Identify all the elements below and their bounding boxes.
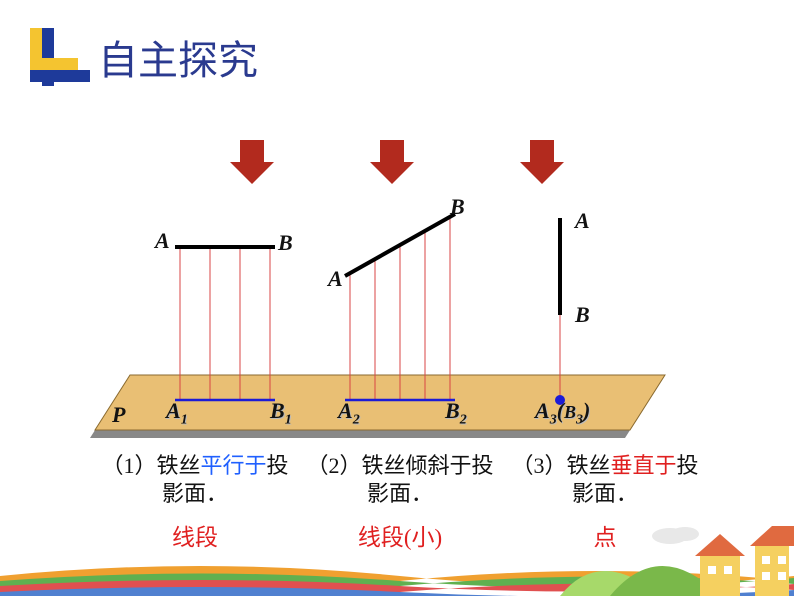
label-A-case3: A [575,208,590,234]
arrow-down-icon [230,140,274,184]
result-2: 线段(小) [305,518,495,552]
label-B2: B2 [445,398,467,428]
label-B-case3: B [575,302,590,328]
case-1-text: （1）铁丝平行于投影面． [100,452,290,507]
label-A-case2: A [328,266,343,292]
projection-diagram: A B A B A B A1 B1 A2 B2 A3(B3) P [80,140,700,440]
case-descriptions: （1）铁丝平行于投影面． （2）铁丝倾斜于投影面． （3）铁丝垂直于投影面． [100,452,700,507]
result-row: 线段 线段(小) 点 [100,518,700,552]
slide-title-text: 自主探究 [98,28,258,86]
label-B-case1: B [278,230,293,256]
label-A-case1: A [155,228,170,254]
case-2-text: （2）铁丝倾斜于投影面． [305,452,495,507]
result-3: 点 [510,518,700,552]
slide-title-block: 自主探究 [30,28,258,88]
title-decoration-icon [30,28,90,88]
label-A3B3: A3(B3) [535,398,590,428]
label-A2: A2 [338,398,360,428]
label-B-case2: B [450,194,465,220]
result-1: 线段 [100,518,290,552]
arrow-down-icon [520,140,564,184]
arrow-down-icon [370,140,414,184]
label-B1: B1 [270,398,292,428]
label-A1: A1 [166,398,188,428]
plane-label-P: P [112,402,125,428]
case-2-oblique [345,214,455,400]
case-3-text: （3）铁丝垂直于投影面． [510,452,700,507]
